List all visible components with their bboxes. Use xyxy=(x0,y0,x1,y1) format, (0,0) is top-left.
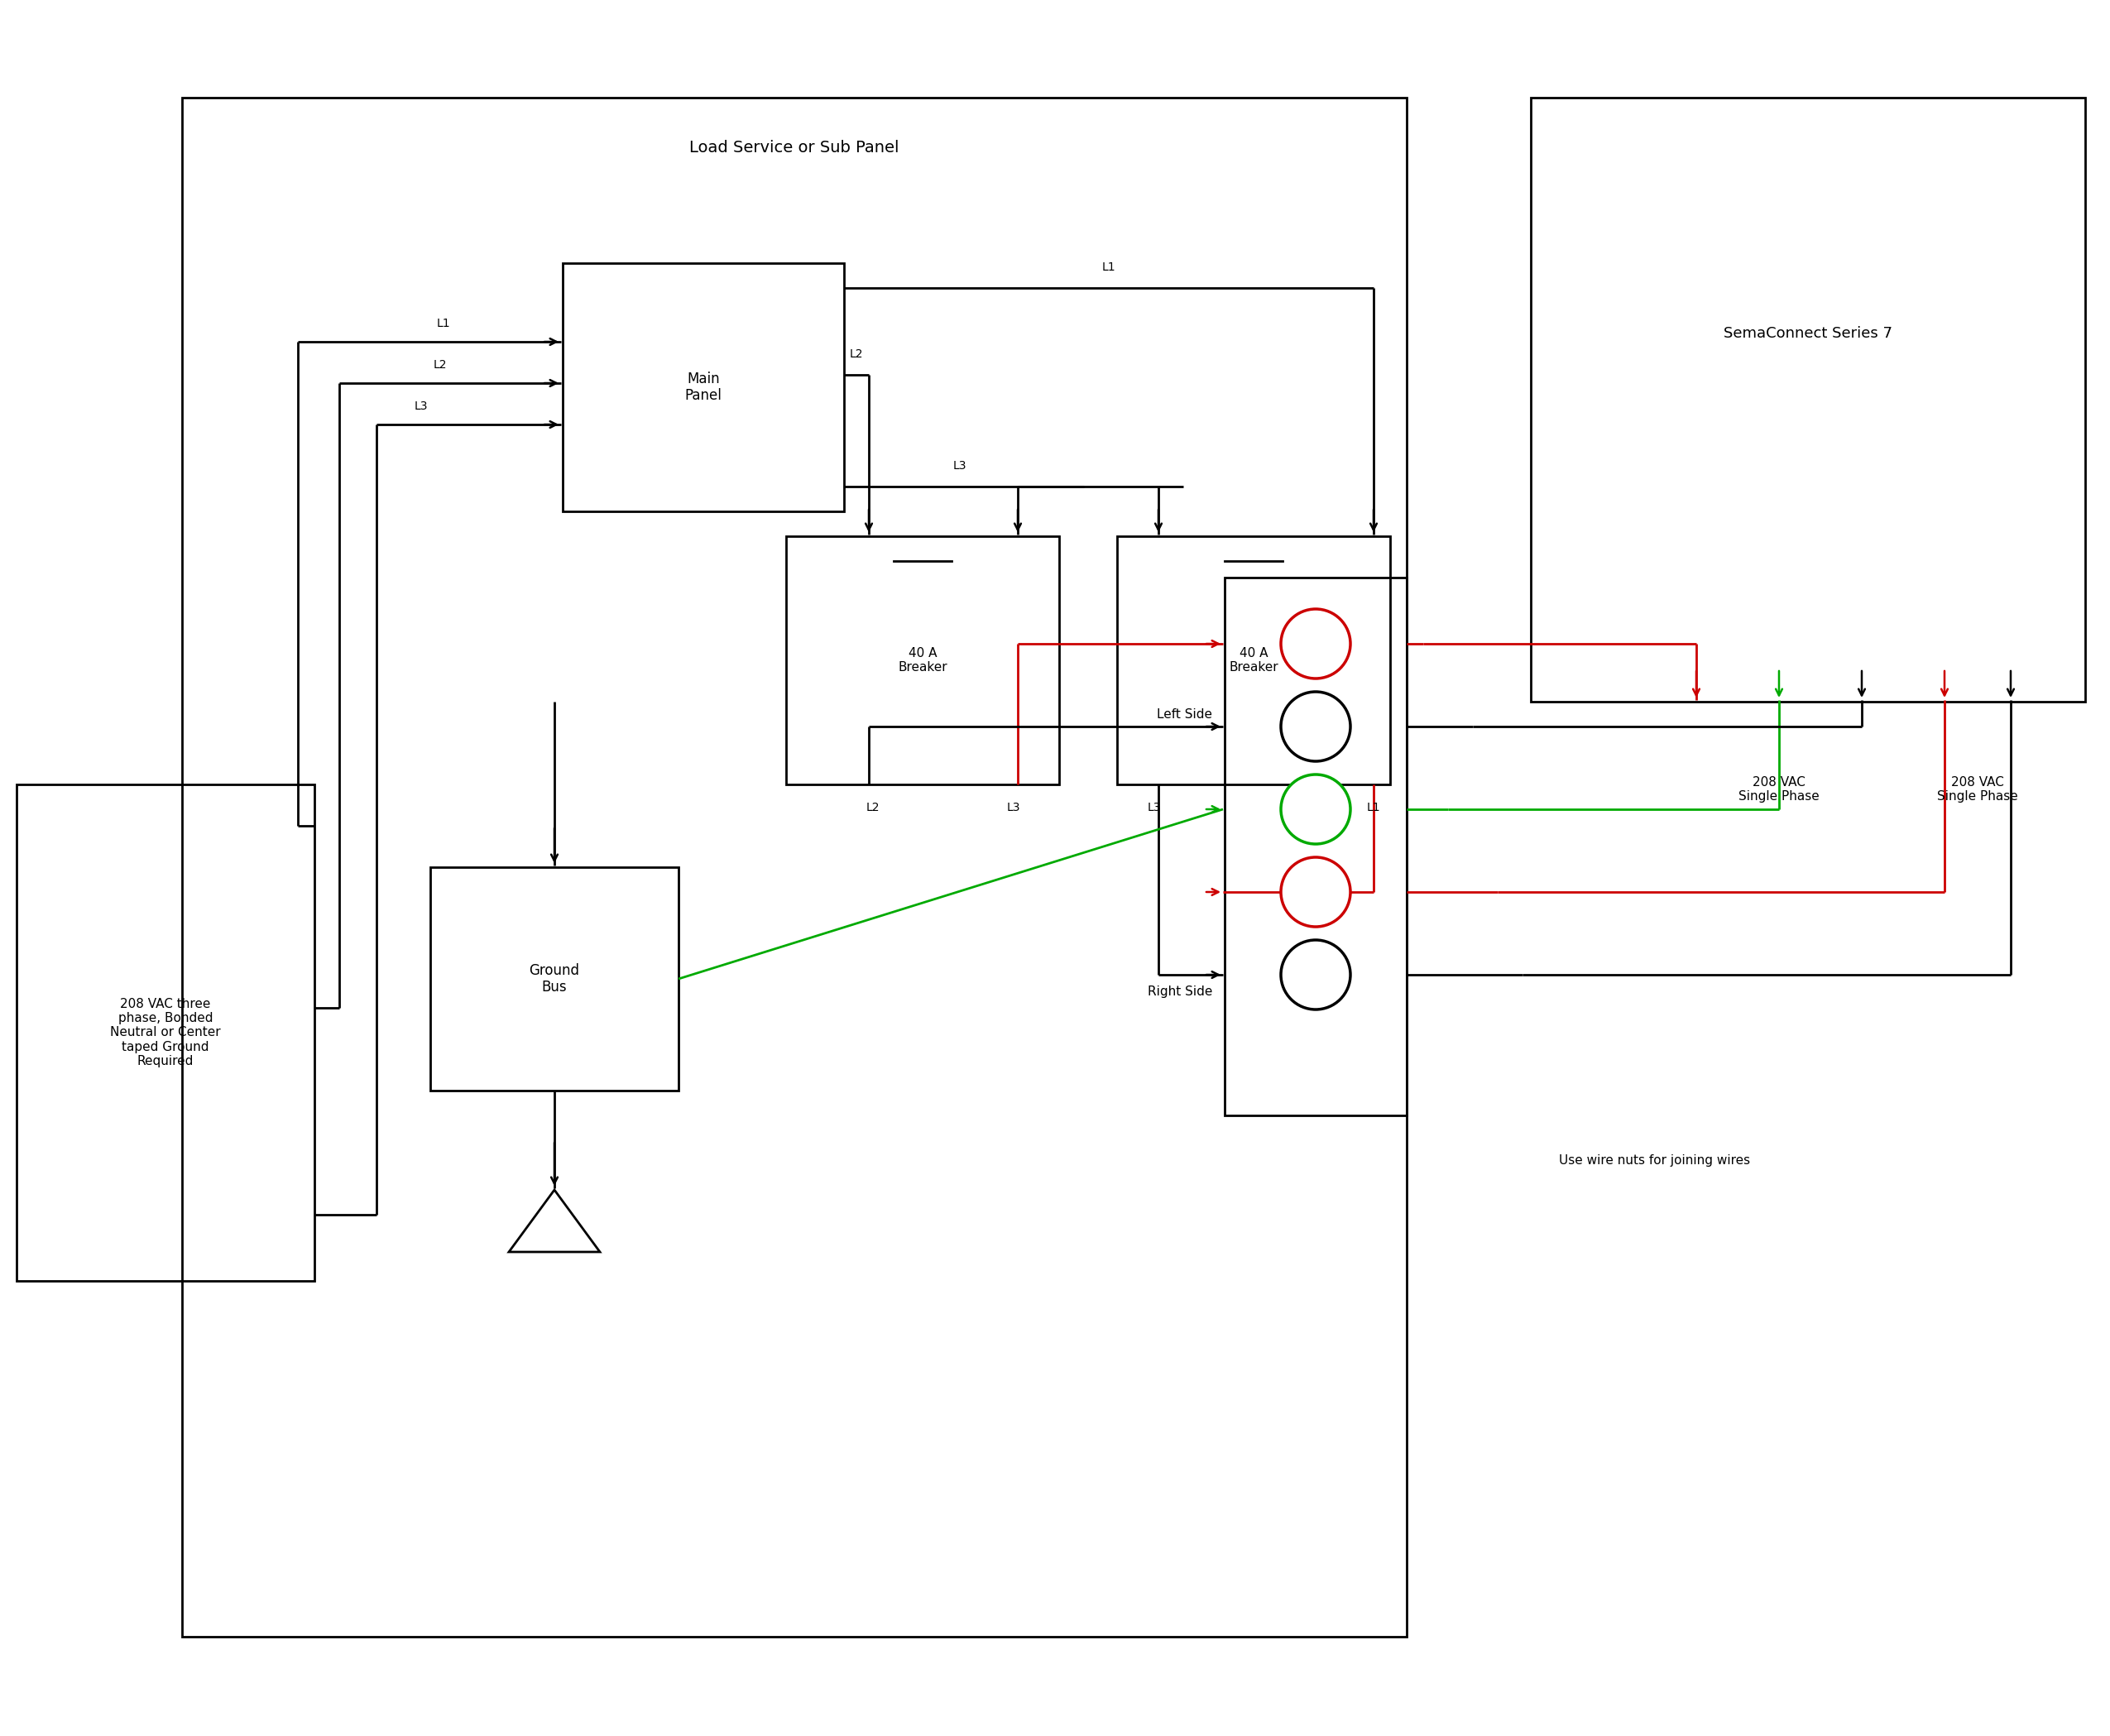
Bar xyxy=(787,536,1059,785)
Text: L2: L2 xyxy=(850,349,863,359)
Text: L1: L1 xyxy=(437,318,449,330)
Text: L3: L3 xyxy=(414,401,428,411)
Circle shape xyxy=(1281,691,1350,762)
Text: L3: L3 xyxy=(954,460,966,472)
Circle shape xyxy=(1281,939,1350,1010)
Bar xyxy=(430,868,679,1090)
Text: 208 VAC
Single Phase: 208 VAC Single Phase xyxy=(1937,776,2017,804)
Bar xyxy=(1116,536,1390,785)
Text: L1: L1 xyxy=(1367,802,1380,814)
Text: 40 A
Breaker: 40 A Breaker xyxy=(899,648,947,674)
Circle shape xyxy=(1281,774,1350,844)
Bar xyxy=(563,264,844,512)
Text: 40 A
Breaker: 40 A Breaker xyxy=(1228,648,1279,674)
Text: Left Side: Left Side xyxy=(1156,708,1213,720)
Text: L2: L2 xyxy=(433,359,447,372)
Text: Load Service or Sub Panel: Load Service or Sub Panel xyxy=(690,139,899,155)
Text: L1: L1 xyxy=(1101,262,1116,273)
Text: L2: L2 xyxy=(865,802,880,814)
Circle shape xyxy=(1281,609,1350,679)
Bar xyxy=(1530,97,2085,701)
Text: SemaConnect Series 7: SemaConnect Series 7 xyxy=(1724,326,1893,340)
Text: Ground
Bus: Ground Bus xyxy=(530,963,580,995)
Text: Use wire nuts for joining wires: Use wire nuts for joining wires xyxy=(1559,1154,1751,1167)
Circle shape xyxy=(1281,858,1350,927)
Text: Main
Panel: Main Panel xyxy=(686,372,722,403)
Text: Right Side: Right Side xyxy=(1148,984,1213,998)
Bar xyxy=(181,97,1407,1637)
Bar xyxy=(1224,578,1407,1116)
Text: 208 VAC three
phase, Bonded
Neutral or Center
taped Ground
Required: 208 VAC three phase, Bonded Neutral or C… xyxy=(110,998,222,1068)
Text: 208 VAC
Single Phase: 208 VAC Single Phase xyxy=(1739,776,1819,804)
Text: L3: L3 xyxy=(1148,802,1160,814)
Text: L3: L3 xyxy=(1006,802,1021,814)
Bar xyxy=(17,785,314,1281)
